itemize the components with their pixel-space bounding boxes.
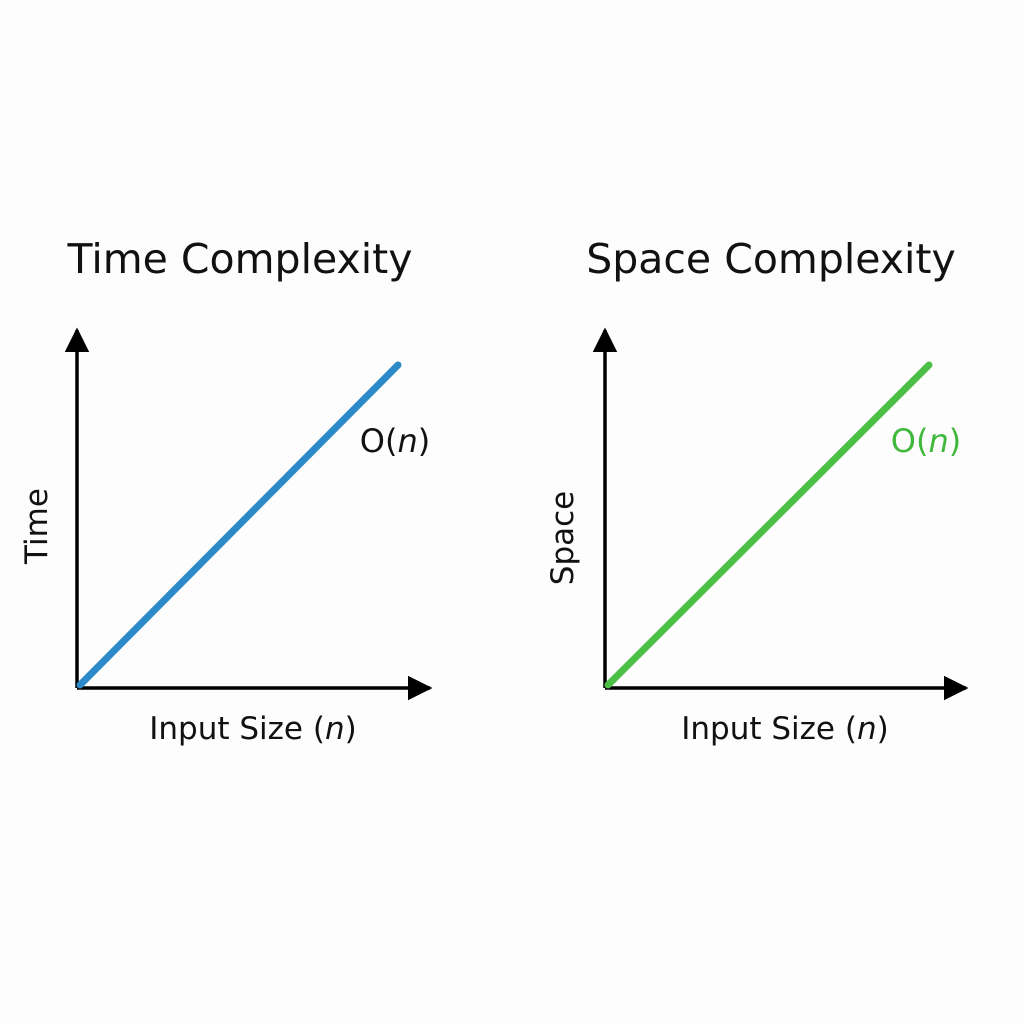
y-axis-label: Space	[545, 491, 581, 585]
series-line-o-n	[604, 361, 933, 689]
series-label-o-n: O(n)	[360, 422, 430, 460]
chart-title: Time Complexity	[67, 235, 413, 283]
x-axis-label: Input Size (n)	[681, 711, 888, 747]
space-complexity-chart: Space Complexity Space Input Size (n) O(…	[545, 235, 969, 747]
series-line-o-n	[76, 361, 402, 689]
chart-title: Space Complexity	[586, 235, 956, 283]
y-axis-label: Time	[19, 488, 55, 565]
series-label-o-n: O(n)	[891, 422, 961, 460]
x-axis-label: Input Size (n)	[149, 711, 356, 747]
time-complexity-chart: Time Complexity Time Input Size (n) O(n)	[19, 235, 433, 747]
